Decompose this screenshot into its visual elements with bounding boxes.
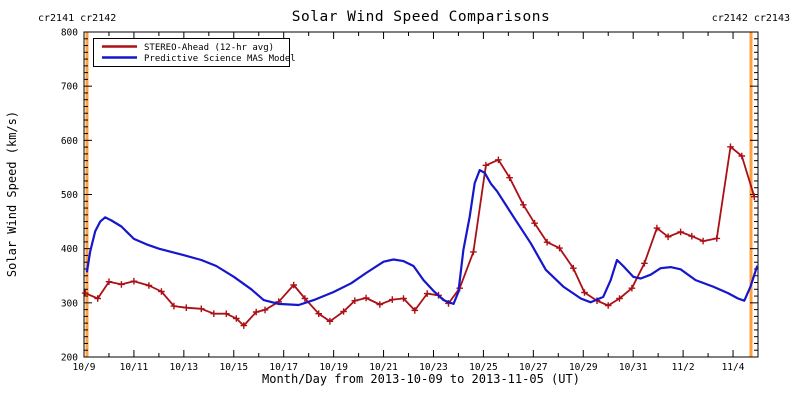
svg-text:11/4: 11/4: [722, 362, 745, 373]
cr-label-left: cr2141 cr2142: [38, 13, 116, 24]
axis-tick-labels: 200 300 400 500 600 700 800 10/9 10/11 10/13 10/15…: [61, 28, 745, 374]
svg-text:600: 600: [61, 136, 78, 147]
svg-text:10/19: 10/19: [319, 362, 348, 373]
svg-text:10/31: 10/31: [619, 362, 648, 373]
x-axis-title: Month/Day from 2013-10-09 to 2013-11-05 …: [262, 372, 580, 386]
legend: STEREO-Ahead (12-hr avg) Predictive Scie…: [93, 38, 296, 67]
legend-label-mas: Predictive Science MAS Model: [144, 54, 296, 64]
svg-text:800: 800: [61, 28, 78, 39]
axis-ticks: [83, 31, 759, 358]
svg-text:10/11: 10/11: [120, 362, 149, 373]
svg-text:10/27: 10/27: [519, 362, 548, 373]
svg-text:11/2: 11/2: [672, 362, 695, 373]
svg-text:10/13: 10/13: [170, 362, 199, 373]
svg-text:10/17: 10/17: [269, 362, 298, 373]
cr-label-right: cr2142 cr2143: [712, 13, 790, 24]
mas-series-line: [85, 169, 759, 307]
svg-text:700: 700: [61, 82, 78, 93]
legend-label-stereo: STEREO-Ahead (12-hr avg): [144, 43, 274, 53]
stereo-plus-markers: [81, 143, 758, 329]
svg-text:300: 300: [61, 298, 78, 309]
chart-title: Solar Wind Speed Comparisons: [292, 9, 550, 25]
svg-text:10/9: 10/9: [73, 362, 96, 373]
svg-text:200: 200: [61, 353, 78, 364]
svg-text:10/15: 10/15: [219, 362, 248, 373]
legend-frame: [93, 38, 290, 67]
svg-text:10/29: 10/29: [569, 362, 598, 373]
data-series: [81, 143, 759, 329]
svg-text:400: 400: [61, 244, 78, 255]
stereo-series-line: [84, 145, 756, 327]
svg-text:10/21: 10/21: [369, 362, 398, 373]
svg-text:10/23: 10/23: [419, 362, 448, 373]
y-axis-title: Solar Wind Speed (km/s): [5, 111, 19, 277]
svg-text:500: 500: [61, 190, 78, 201]
svg-text:10/25: 10/25: [469, 362, 498, 373]
